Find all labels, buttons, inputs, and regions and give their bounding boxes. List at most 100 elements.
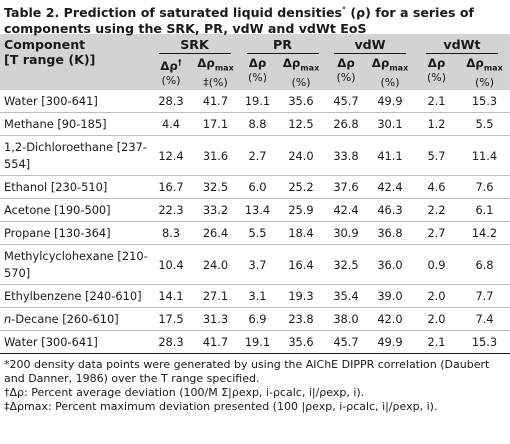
value-cell: 42.4 <box>377 180 403 195</box>
value-cell: 14.1 <box>158 289 184 304</box>
value-cell: 4.4 <box>161 117 181 132</box>
value-cell: 17.1 <box>202 117 229 132</box>
value-cell: 26.4 <box>202 226 229 241</box>
table-row: n-Decane [260-610] 17.5 31.3 6.9 23.8 38.0 42.… <box>0 308 510 331</box>
value-cell: 30.1 <box>377 117 403 132</box>
value-cell: 24.0 <box>288 148 314 163</box>
table-row: Water [300-641] 28.3 41.7 19.1 35.6 45.7 49.9 2… <box>0 90 510 113</box>
value-cell: 6.9 <box>248 312 267 327</box>
component-name: Ethylbenzene [240-610] <box>4 288 142 303</box>
density-table: Component [T range (K)] SRK PR vdW vdWt … <box>0 34 510 354</box>
value-cell: 42.0 <box>377 312 403 327</box>
value-cell: 33.2 <box>202 203 229 218</box>
component-name: Water [300-641] <box>4 93 98 108</box>
component-name: Ethanol [230-510] <box>4 179 108 194</box>
value-cell: 28.3 <box>158 94 184 109</box>
component-name: Acetone [190-500] <box>4 202 111 217</box>
value-cell: 2.7 <box>427 226 446 241</box>
col-header-dp: Δρ† (%) <box>150 56 192 91</box>
footnote-2: †Δρ: Percent average deviation (100/M Σ|… <box>4 386 365 400</box>
value-cell: 8.8 <box>248 117 267 132</box>
value-cell: 39.0 <box>377 289 403 304</box>
col-header-dpmax: Δρmax ‡(%) <box>192 56 239 91</box>
value-cell: 6.1 <box>475 203 494 218</box>
group-vdwt: vdWt <box>414 34 510 56</box>
value-cell: 24.0 <box>202 257 229 272</box>
value-cell: 23.8 <box>288 312 314 327</box>
component-name: Methylcyclohexane [210-570] <box>4 248 148 280</box>
value-cell: 14.2 <box>471 226 498 241</box>
value-cell: 2.1 <box>427 335 446 350</box>
value-cell: 4.6 <box>427 180 446 195</box>
value-cell: 15.3 <box>471 94 498 109</box>
component-name: Methane [90-185] <box>4 116 107 131</box>
footnotes: *200 density data points were generated … <box>0 354 510 414</box>
value-cell: 5.5 <box>248 226 267 241</box>
value-cell: 2.0 <box>427 289 446 304</box>
col-header-dp: Δρ (%) <box>414 56 459 91</box>
value-cell: 0.9 <box>427 257 446 272</box>
col-header-dpmax: Δρmax (%) <box>276 56 326 91</box>
value-cell: 30.9 <box>333 226 359 241</box>
value-cell: 1.2 <box>427 117 446 132</box>
value-cell: 16.4 <box>288 257 314 272</box>
footnote-3: ‡Δρmax: Percent maximum deviation presen… <box>4 400 438 414</box>
group-vdw: vdW <box>326 34 414 56</box>
table-row: 1,2-Dichloroethane [237-554] 12.4 31.6 2.7 2… <box>0 136 510 176</box>
value-cell: 8.3 <box>161 226 181 241</box>
value-cell: 22.3 <box>158 203 184 218</box>
table-title: Table 2. Prediction of saturated liquid … <box>4 5 475 37</box>
value-cell: 25.2 <box>288 180 314 195</box>
value-cell: 26.8 <box>333 117 359 132</box>
value-cell: 6.8 <box>475 257 494 272</box>
value-cell: 3.7 <box>248 257 267 272</box>
value-cell: 35.4 <box>333 289 359 304</box>
value-cell: 45.7 <box>333 335 359 350</box>
value-cell: 35.6 <box>288 335 314 350</box>
value-cell: 12.5 <box>288 117 314 132</box>
table-row: Propane [130-364] 8.3 26.4 5.5 18.4 30.9 36.8 2… <box>0 222 510 245</box>
table-body: Water [300-641] 28.3 41.7 19.1 35.6 45.7 49.9 2… <box>0 90 510 354</box>
value-cell: 41.1 <box>377 148 403 163</box>
component-name: 1,2-Dichloroethane [237-554] <box>4 139 147 171</box>
value-cell: 16.7 <box>158 180 184 195</box>
value-cell: 49.9 <box>377 94 403 109</box>
value-cell: 7.6 <box>475 180 494 195</box>
value-cell: 27.1 <box>202 289 229 304</box>
value-cell: 25.9 <box>288 203 314 218</box>
table-row: Methylcyclohexane [210-570] 10.4 24.0 3.7 16… <box>0 245 510 285</box>
value-cell: 12.4 <box>158 148 184 163</box>
col-header-dpmax: Δρmax (%) <box>366 56 414 91</box>
value-cell: 45.7 <box>333 94 359 109</box>
value-cell: 2.0 <box>427 312 446 327</box>
value-cell: 36.8 <box>377 226 403 241</box>
value-cell: 2.2 <box>427 203 446 218</box>
value-cell: 18.4 <box>288 226 314 241</box>
value-cell: 15.3 <box>471 335 498 350</box>
value-cell: 3.1 <box>248 289 267 304</box>
value-cell: 36.0 <box>377 257 403 272</box>
value-cell: 19.1 <box>244 335 271 350</box>
value-cell: 19.1 <box>244 94 271 109</box>
value-cell: 31.6 <box>202 148 229 163</box>
table-row: Water [300-641] 28.3 41.7 19.1 35.6 45.7 49.9 2… <box>0 331 510 354</box>
col-header-dpmax: Δρmax (%) <box>459 56 510 91</box>
value-cell: 2.7 <box>248 148 267 163</box>
col-header-dp: Δρ (%) <box>326 56 366 91</box>
value-cell: 41.7 <box>202 94 229 109</box>
table-row: Ethylbenzene [240-610] 14.1 27.1 3.1 19.3 35.… <box>0 285 510 308</box>
value-cell: 33.8 <box>333 148 359 163</box>
value-cell: 7.4 <box>475 312 494 327</box>
value-cell: 38.0 <box>333 312 359 327</box>
component-name: Propane [130-364] <box>4 225 111 240</box>
footnote-1: *200 density data points were generated … <box>4 358 490 386</box>
value-cell: 19.3 <box>288 289 314 304</box>
value-cell: 5.5 <box>475 117 494 132</box>
value-cell: 17.5 <box>158 312 184 327</box>
table-row: Methane [90-185] 4.4 17.1 8.8 12.5 26.8 30.1 1.… <box>0 113 510 136</box>
component-name: Water [300-641] <box>4 334 98 349</box>
column-header-row: Δρ† (%) Δρmax ‡(%) Δρ (%) Δρmax (%) Δρ (%) Δρmax (%… <box>0 56 510 91</box>
value-cell: 32.5 <box>333 257 359 272</box>
value-cell: 37.6 <box>333 180 359 195</box>
